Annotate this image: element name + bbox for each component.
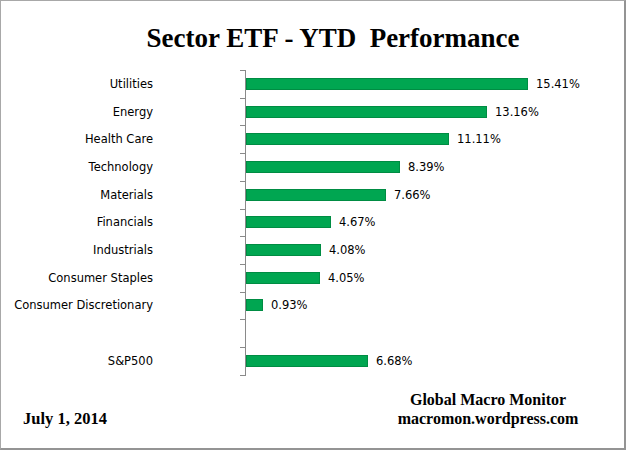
footer-date: July 1, 2014: [23, 409, 107, 429]
bar-technology: [246, 161, 400, 173]
value-label: 11.11%: [457, 131, 501, 147]
axis-tick: [240, 98, 245, 99]
value-label: 4.67%: [339, 214, 376, 230]
chart-frame: Sector ETF - YTD Performance Utilities 15…: [0, 0, 626, 450]
axis-tick: [240, 125, 245, 126]
axis-tick: [240, 236, 245, 237]
bar-energy: [246, 106, 487, 118]
axis-tick: [240, 319, 245, 320]
bar-s-p500: [246, 355, 368, 367]
value-label: 0.93%: [271, 297, 308, 313]
value-label: 6.68%: [376, 353, 413, 369]
category-label: S&P500: [1, 353, 153, 369]
bar-financials: [246, 216, 331, 228]
category-label: Utilities: [1, 76, 153, 92]
value-label: 4.08%: [329, 242, 366, 258]
category-label: Materials: [1, 187, 153, 203]
axis-tick: [240, 347, 245, 348]
axis-tick: [240, 375, 245, 376]
axis-tick: [240, 264, 245, 265]
footer-source-line2: macromon.wordpress.com: [378, 409, 598, 428]
chart-title: Sector ETF - YTD Performance: [83, 23, 583, 54]
footer-source-line1: Global Macro Monitor: [378, 390, 598, 409]
footer-source-credit: Global Macro Monitor macromon.wordpress.…: [378, 390, 598, 428]
value-label: 4.05%: [328, 270, 365, 286]
axis-tick: [240, 292, 245, 293]
category-label: Financials: [1, 214, 153, 230]
category-label: Industrials: [1, 242, 153, 258]
axis-tick: [240, 209, 245, 210]
bar-industrials: [246, 244, 321, 256]
value-label: 7.66%: [394, 187, 431, 203]
category-label: Energy: [1, 104, 153, 120]
value-label: 15.41%: [536, 76, 580, 92]
category-label: Technology: [1, 159, 153, 175]
bar-consumer-discretionary: [246, 299, 263, 311]
axis-tick: [240, 70, 245, 71]
axis-tick: [240, 181, 245, 182]
bar-materials: [246, 189, 386, 201]
bar-consumer-staples: [246, 272, 320, 284]
bar-health-care: [246, 133, 449, 145]
value-label: 13.16%: [495, 104, 539, 120]
bar-utilities: [246, 78, 528, 90]
axis-tick: [240, 153, 245, 154]
value-label: 8.39%: [408, 159, 445, 175]
category-label: Consumer Staples: [1, 270, 153, 286]
category-label: Health Care: [1, 131, 153, 147]
category-label: Consumer Discretionary: [1, 297, 153, 313]
